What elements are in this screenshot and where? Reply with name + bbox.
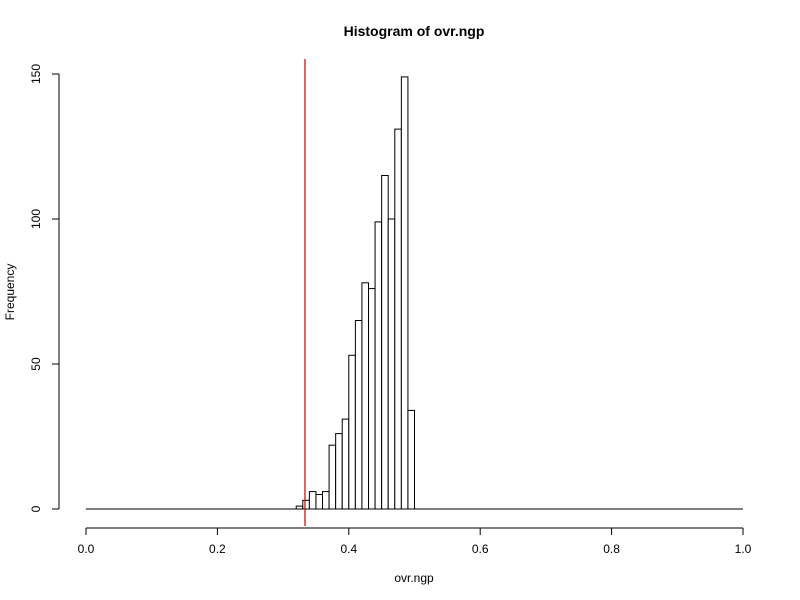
histogram-bar — [295, 505, 304, 510]
y-tick-label: 0 — [29, 505, 43, 512]
histogram-bar — [381, 175, 389, 510]
x-tick-label: 0.0 — [78, 542, 95, 556]
x-axis: 0.0 0.2 0.4 0.6 0.8 1.0 — [78, 527, 752, 556]
histogram-bar — [302, 499, 310, 510]
histogram-bar — [361, 282, 370, 510]
x-tick-label: 1.0 — [735, 542, 752, 556]
histogram-bars — [295, 76, 415, 510]
x-tick-label: 0.2 — [209, 542, 226, 556]
x-tick-label: 0.4 — [340, 542, 357, 556]
y-tick-label: 150 — [29, 64, 43, 84]
histogram-bar — [374, 221, 383, 510]
chart-title: Histogram of ovr.ngp — [344, 23, 485, 39]
y-axis-label: Frequency — [3, 264, 17, 321]
histogram-bar — [387, 218, 396, 510]
histogram-bar — [400, 76, 409, 510]
y-tick-label: 50 — [29, 357, 43, 371]
histogram-bar — [315, 494, 324, 510]
histogram-bar — [341, 418, 350, 510]
histogram-bar — [368, 288, 376, 510]
histogram-bar — [328, 444, 337, 510]
x-axis-label: ovr.ngp — [394, 571, 434, 585]
y-axis: 0 50 100 150 — [29, 64, 60, 512]
histogram-bar — [394, 128, 402, 510]
histogram-bar — [335, 433, 343, 510]
histogram-bar — [348, 354, 356, 510]
histogram-bar — [308, 491, 317, 510]
histogram-bar — [322, 491, 330, 510]
histogram-bar — [407, 409, 415, 510]
x-tick-label: 0.8 — [603, 542, 620, 556]
y-tick-label: 100 — [29, 209, 43, 229]
histogram-bar — [354, 320, 363, 510]
x-tick-label: 0.6 — [472, 542, 489, 556]
